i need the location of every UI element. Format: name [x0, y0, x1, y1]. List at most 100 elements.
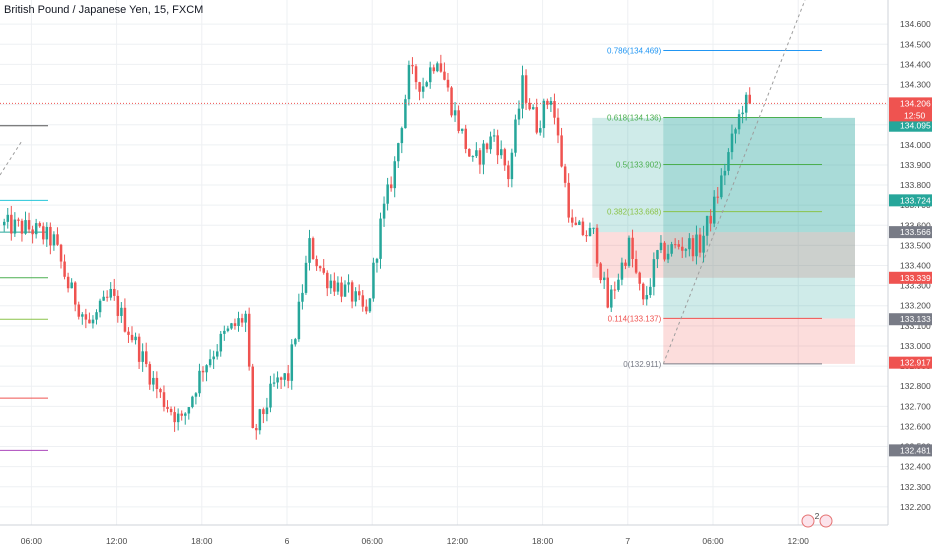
candle-body[interactable]	[705, 215, 709, 236]
event-flag-icon[interactable]	[819, 514, 833, 528]
candle-body[interactable]	[294, 339, 297, 345]
candle-body[interactable]	[620, 262, 624, 280]
candle-body[interactable]	[592, 227, 595, 229]
candle-body[interactable]	[27, 220, 31, 230]
candle-body[interactable]	[407, 65, 411, 100]
candle-body[interactable]	[627, 237, 631, 266]
candle-body[interactable]	[84, 314, 88, 320]
candle-body[interactable]	[318, 266, 322, 269]
candle-body[interactable]	[457, 110, 460, 131]
candle-body[interactable]	[581, 221, 585, 236]
candle-body[interactable]	[485, 143, 489, 150]
candle-body[interactable]	[546, 100, 549, 105]
candle-body[interactable]	[375, 258, 379, 263]
candle-body[interactable]	[663, 242, 666, 260]
candle-body[interactable]	[429, 67, 432, 83]
candle-body[interactable]	[372, 262, 375, 299]
candle-body[interactable]	[265, 407, 269, 415]
candle-body[interactable]	[6, 214, 10, 222]
candle-body[interactable]	[74, 282, 77, 305]
candle-body[interactable]	[574, 222, 578, 225]
candle-body[interactable]	[453, 110, 457, 116]
candle-body[interactable]	[734, 129, 737, 134]
candle-body[interactable]	[350, 282, 354, 302]
candle-body[interactable]	[500, 149, 503, 156]
candle-body[interactable]	[208, 359, 212, 366]
candle-body[interactable]	[471, 156, 475, 158]
candle-body[interactable]	[347, 282, 350, 285]
candle-body[interactable]	[311, 238, 315, 260]
candle-body[interactable]	[606, 277, 610, 308]
candle-body[interactable]	[418, 82, 421, 92]
candle-body[interactable]	[176, 413, 180, 423]
candle-body[interactable]	[496, 135, 499, 156]
candle-body[interactable]	[113, 288, 116, 296]
candle-body[interactable]	[510, 152, 514, 180]
candle-body[interactable]	[450, 87, 453, 116]
candle-body[interactable]	[464, 128, 468, 149]
candle-body[interactable]	[283, 373, 286, 380]
candle-body[interactable]	[443, 71, 446, 80]
target-zone-lower[interactable]	[663, 117, 855, 319]
candle-body[interactable]	[66, 276, 70, 289]
candle-body[interactable]	[514, 119, 517, 153]
candle-body[interactable]	[404, 99, 407, 129]
candle-body[interactable]	[365, 306, 368, 312]
candle-body[interactable]	[95, 312, 98, 320]
candle-body[interactable]	[279, 377, 283, 380]
candle-body[interactable]	[368, 298, 372, 312]
candle-body[interactable]	[127, 331, 130, 335]
candle-body[interactable]	[507, 165, 510, 180]
candle-body[interactable]	[748, 94, 752, 104]
candle-body[interactable]	[585, 235, 588, 237]
candle-body[interactable]	[20, 220, 24, 234]
candle-body[interactable]	[713, 196, 716, 224]
candle-body[interactable]	[673, 244, 677, 246]
candle-body[interactable]	[59, 244, 63, 262]
candle-body[interactable]	[521, 75, 524, 109]
candle-body[interactable]	[421, 86, 425, 92]
candle-body[interactable]	[560, 135, 563, 167]
candle-body[interactable]	[624, 262, 627, 266]
candle-body[interactable]	[116, 295, 120, 316]
candle-body[interactable]	[301, 292, 304, 302]
candle-body[interactable]	[730, 133, 734, 153]
candle-body[interactable]	[134, 336, 137, 341]
candle-body[interactable]	[432, 67, 436, 72]
candle-body[interactable]	[290, 344, 294, 381]
candle-body[interactable]	[638, 272, 641, 284]
candle-body[interactable]	[152, 377, 155, 385]
candle-body[interactable]	[670, 244, 673, 254]
candle-body[interactable]	[517, 108, 521, 120]
candle-body[interactable]	[539, 128, 542, 133]
candle-body[interactable]	[49, 226, 52, 246]
candle-body[interactable]	[198, 370, 201, 394]
candle-body[interactable]	[727, 152, 730, 171]
candle-body[interactable]	[333, 280, 336, 292]
candle-body[interactable]	[308, 238, 311, 263]
candle-body[interactable]	[169, 408, 173, 413]
candle-body[interactable]	[141, 351, 144, 362]
candle-body[interactable]	[535, 107, 539, 133]
candle-body[interactable]	[723, 170, 727, 176]
candle-body[interactable]	[205, 365, 208, 373]
candle-body[interactable]	[13, 219, 17, 234]
candle-body[interactable]	[588, 227, 592, 237]
candle-body[interactable]	[91, 319, 95, 324]
candle-body[interactable]	[42, 226, 45, 240]
fib-trend-line[interactable]	[662, 0, 806, 365]
candle-body[interactable]	[659, 242, 663, 251]
candle-body[interactable]	[31, 229, 34, 235]
candle-body[interactable]	[681, 246, 684, 251]
candle-body[interactable]	[361, 295, 365, 307]
candle-body[interactable]	[34, 223, 38, 235]
candle-body[interactable]	[400, 128, 404, 144]
candle-body[interactable]	[244, 313, 247, 323]
candle-body[interactable]	[63, 261, 66, 277]
candle-body[interactable]	[216, 351, 219, 357]
candle-body[interactable]	[468, 148, 471, 157]
candle-body[interactable]	[414, 66, 418, 83]
candle-body[interactable]	[137, 336, 141, 362]
candle-body[interactable]	[492, 135, 496, 137]
candle-body[interactable]	[691, 238, 695, 257]
